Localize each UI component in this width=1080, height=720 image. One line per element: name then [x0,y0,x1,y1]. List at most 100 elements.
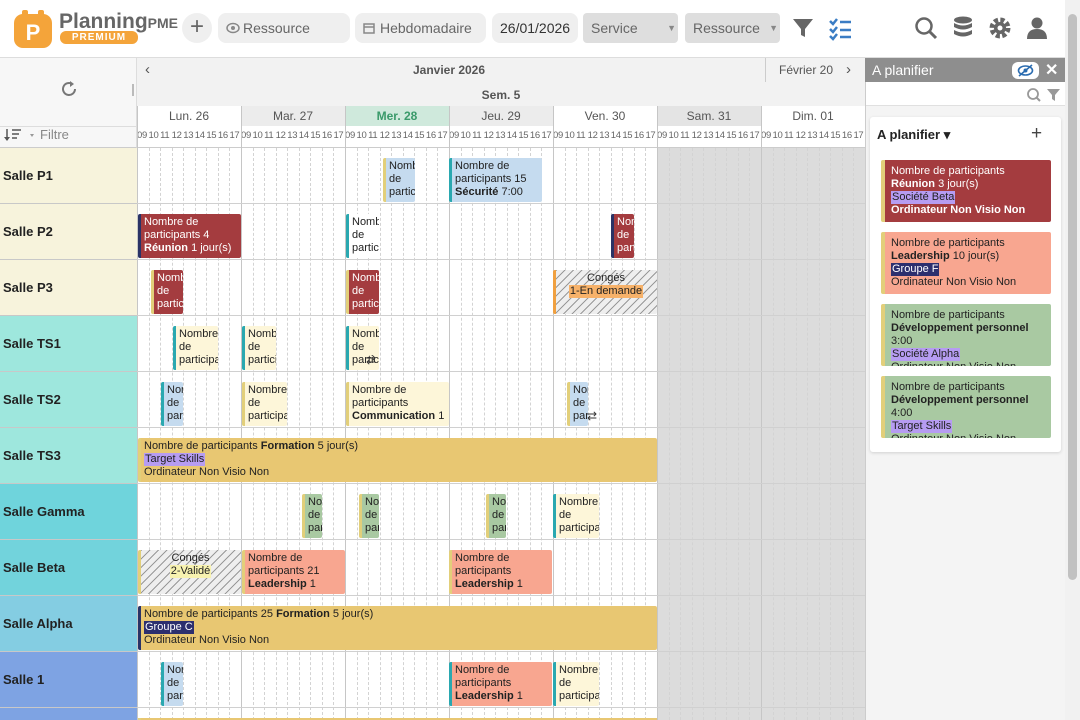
sort-button[interactable] [3,127,35,143]
hour-label: 17 [645,130,656,141]
scrollbar-thumb[interactable] [1068,14,1077,580]
hour-line [148,148,150,720]
next-button[interactable]: › [846,61,851,78]
hour-label: 16 [841,130,852,141]
view-select[interactable]: Hebdomadaire [355,13,486,43]
side-search[interactable] [866,82,1065,106]
event-text: Nombre de participants [389,160,415,199]
filter-input[interactable]: Filtre [40,127,69,142]
event[interactable]: Nombre de participants 15 Sécurité 7:00 [449,158,542,202]
event-footer: Ordinateur Non Visio Non [891,276,1017,288]
user-button[interactable] [1024,15,1050,41]
event[interactable]: Nombre de participants [567,382,588,426]
svg-text:P: P [26,20,41,45]
close-button[interactable]: ✕ [1045,62,1059,79]
event[interactable]: Nombre de participants [611,214,634,258]
task-card[interactable]: Nombre de participants Réunion 3 jour(s)… [881,160,1051,222]
resize-handle[interactable] [132,84,134,96]
hour-label: 09 [761,130,771,141]
resource-search[interactable]: Ressource [218,13,350,43]
event[interactable]: Nombre de participants [302,494,322,538]
event[interactable]: Nombre de participants [346,270,379,314]
hour-line [437,148,439,720]
visibility-button[interactable] [1012,62,1039,79]
event[interactable]: Nombre de participants [359,494,379,538]
event-duration: 5 jour(s) [332,608,374,620]
refresh-button[interactable] [59,79,79,99]
hour-line [298,148,300,720]
repeat-icon: ⇄ [366,353,377,367]
event-text: Nombre de participants [617,216,634,255]
event-footer: Ordinateur Non Visio Non [891,204,1026,216]
hour-label: 11 [576,130,586,141]
event[interactable]: Nombre de participants 4 Réunion 1 jour(… [138,214,241,258]
search-button[interactable] [913,15,939,41]
event[interactable]: Nombre de participants [346,326,379,370]
hour-line [275,148,277,720]
event[interactable]: Nombre de participants [346,214,379,258]
row-label: Salle TS3 [0,428,137,484]
event[interactable]: Nombre de participants [151,270,183,314]
event-text: Nombre de participants [492,496,506,535]
brand: PlanningPME [59,10,178,34]
row-line [137,315,865,316]
hour-label: 12 [691,130,702,141]
divider [765,58,766,82]
section-title[interactable]: A planifier ▾ [877,127,951,142]
settings-button[interactable] [987,15,1013,41]
event-type: Réunion [891,178,935,190]
event-status: 1-En demande [568,285,644,298]
hour-line [264,148,266,720]
row-line [137,259,865,260]
event[interactable]: Nombre de participants [161,382,183,426]
hour-line [841,148,843,720]
event-text: Nombre de participants [352,272,379,311]
event[interactable]: Nombre de participants [242,326,276,370]
hour-label: 16 [217,130,228,141]
event-line: Nombre de participants [352,272,379,310]
event-text: Nombre de participants [365,496,379,535]
database-button[interactable] [950,15,976,41]
event[interactable]: Nombre de participants [242,382,287,426]
row-line [137,427,865,428]
event[interactable]: Nombre de participants Formation 5 jour(… [138,438,657,482]
event[interactable]: Nombre de participants [553,494,599,538]
hour-line [795,148,797,720]
event-title: Congés [171,552,210,564]
event[interactable]: Nombre de participants [553,662,599,706]
event[interactable]: Nombre de participants 25 Formation 5 jo… [138,606,657,650]
filter-button[interactable] [790,15,816,41]
date-input[interactable]: 26/01/2026 [492,13,578,43]
task-card[interactable]: Nombre de participants Développement per… [881,376,1051,438]
event[interactable]: Nombre de participants [173,326,218,370]
list-button[interactable] [827,15,853,41]
event[interactable]: Nombre de participants [383,158,415,202]
hour-label: 09 [553,130,563,141]
event-line: Nombre de participants [144,440,258,452]
event-line: Nombre de participants [891,381,1005,393]
task-card[interactable]: Nombre de participants Développement per… [881,304,1051,366]
add-button[interactable]: + [182,13,212,43]
event[interactable]: Congés 2-Validé [138,550,241,594]
event[interactable]: Nombre de participants [161,662,183,706]
event[interactable]: Nombre de participants Communication 1 [346,382,449,426]
hour-line [807,148,809,720]
event[interactable]: Congés 1-En demande [553,270,657,314]
hour-line [610,148,612,720]
task-card[interactable]: Nombre de participants Leadership 10 jou… [881,232,1051,294]
repeat-icon: ⇄ [587,409,598,423]
prev-button[interactable]: ‹ [145,61,150,78]
event-type: Développement personnel [891,394,1029,406]
event[interactable]: Nombre de participants 21 Leadership 1 [242,550,345,594]
event[interactable]: Nombre de participants Leadership 1 [449,662,552,706]
event[interactable]: Nombre de participants Leadership 1 [449,550,552,594]
resource-select[interactable]: Ressource ▼ [685,13,780,43]
hour-label: 17 [541,130,552,141]
add-card-button[interactable]: + [1031,123,1043,144]
event[interactable]: Nombre de participants [486,494,506,538]
service-select[interactable]: Service ▼ [583,13,678,43]
event-text: Nombre de participants [559,664,599,703]
event-line: Nombre de participants [179,328,218,366]
hour-line [495,148,497,720]
hour-label: 14 [818,130,829,141]
